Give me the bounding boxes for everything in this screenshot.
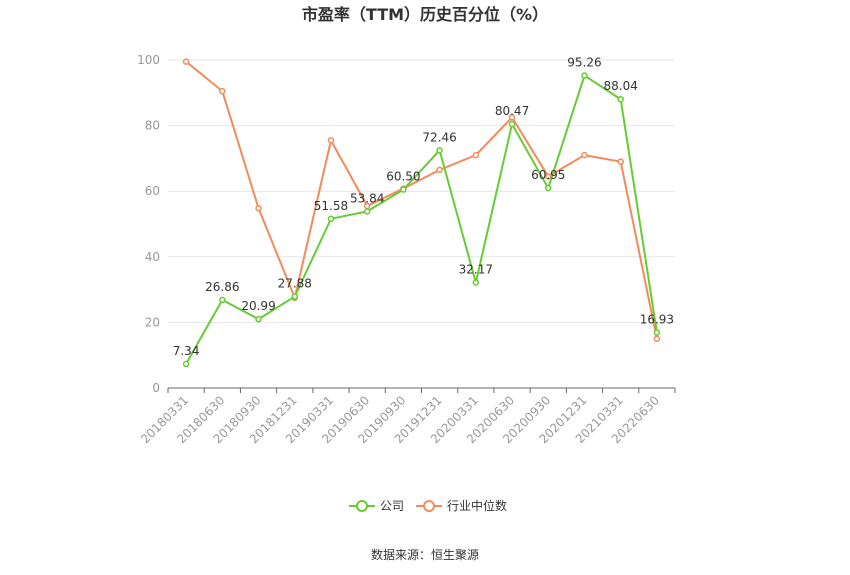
data-point — [508, 120, 516, 128]
data-point — [653, 335, 661, 343]
legend-item: 公司 — [349, 499, 404, 513]
data-point — [617, 158, 624, 165]
legend: 公司 行业中位数 — [349, 498, 507, 513]
data-point — [327, 137, 335, 144]
legend-label: 公司 — [380, 499, 404, 513]
data-point — [219, 296, 226, 304]
data-label: 20.99 — [241, 299, 275, 313]
y-tick-label: 0 — [152, 381, 160, 395]
data-label: 27.88 — [278, 277, 312, 291]
data-point — [182, 58, 190, 65]
legend-item: 行业中位数 — [416, 498, 507, 513]
legend-label: 行业中位数 — [447, 498, 507, 513]
x-axis: 2018033120180630201809302018123120190331… — [138, 388, 676, 446]
data-point — [255, 205, 262, 212]
chart-title: 市盈率（TTM）历史百分位（%） — [302, 5, 548, 24]
data-point — [581, 72, 588, 79]
data-label: 72.46 — [422, 130, 456, 144]
legend-swatch-marker — [356, 500, 368, 512]
data-label: 95.26 — [567, 56, 601, 70]
series-line — [185, 74, 658, 365]
legend-swatch-marker — [423, 500, 435, 512]
y-tick-label: 60 — [145, 184, 160, 198]
data-point — [363, 208, 371, 215]
data-point — [653, 329, 661, 336]
data-label: 60.95 — [531, 168, 565, 182]
data-label: 16.93 — [640, 312, 674, 326]
y-tick-label: 100 — [137, 53, 160, 67]
data-label: 53.84 — [350, 191, 384, 205]
data-point — [436, 166, 443, 174]
data-point — [219, 87, 226, 95]
data-source: 数据来源：恒生聚源 — [371, 547, 479, 562]
data-point — [581, 151, 588, 159]
series-line — [185, 60, 658, 340]
data-point — [617, 95, 624, 103]
y-tick-label: 20 — [145, 315, 160, 329]
data-label: 32.17 — [459, 262, 493, 276]
data-point — [291, 293, 298, 300]
y-tick-label: 80 — [145, 119, 160, 133]
data-label: 7.34 — [173, 344, 200, 358]
data-point — [182, 360, 190, 368]
series-layer — [182, 58, 661, 368]
data-point — [508, 114, 516, 121]
data-point — [255, 315, 262, 323]
data-label: 51.58 — [314, 199, 348, 213]
data-label: 88.04 — [603, 79, 637, 93]
grid-lines — [168, 59, 675, 323]
y-axis: 0 20 40 60 80 100 — [137, 53, 160, 395]
data-point — [400, 186, 407, 193]
data-point — [327, 215, 335, 223]
data-label: 26.86 — [205, 280, 239, 294]
data-point — [545, 173, 552, 180]
data-label: 60.50 — [386, 170, 420, 184]
data-point — [545, 184, 552, 192]
data-point — [472, 279, 480, 286]
data-point — [436, 147, 443, 154]
data-label: 80.47 — [495, 104, 529, 118]
data-point — [472, 151, 480, 159]
y-tick-label: 40 — [145, 250, 160, 264]
